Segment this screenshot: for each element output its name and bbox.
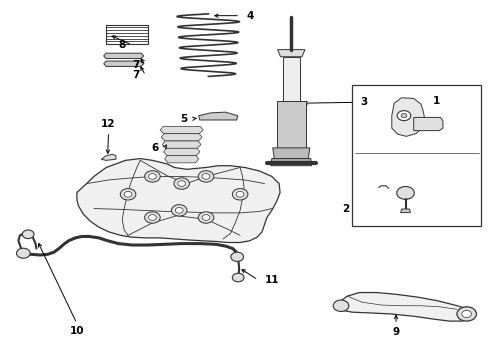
Circle shape: [231, 252, 244, 261]
Polygon shape: [283, 57, 300, 102]
Circle shape: [120, 189, 136, 200]
Polygon shape: [277, 102, 306, 148]
Bar: [106, 24, 147, 44]
Polygon shape: [414, 117, 443, 131]
Text: 10: 10: [70, 327, 84, 337]
Polygon shape: [401, 209, 411, 213]
Polygon shape: [77, 158, 280, 243]
Circle shape: [23, 230, 34, 239]
Circle shape: [397, 186, 415, 199]
Circle shape: [145, 171, 160, 182]
Circle shape: [175, 207, 183, 213]
Circle shape: [198, 171, 214, 182]
Polygon shape: [392, 98, 425, 136]
Circle shape: [148, 215, 156, 220]
Polygon shape: [164, 148, 200, 156]
Circle shape: [397, 111, 411, 121]
Circle shape: [17, 248, 30, 258]
Circle shape: [198, 212, 214, 223]
Text: 9: 9: [392, 327, 400, 337]
Circle shape: [202, 215, 210, 220]
Polygon shape: [199, 112, 238, 120]
Circle shape: [232, 189, 248, 200]
Text: 11: 11: [265, 275, 279, 285]
Circle shape: [124, 192, 132, 197]
Text: 12: 12: [100, 118, 115, 129]
Text: 7: 7: [132, 60, 140, 70]
Text: 7: 7: [132, 70, 140, 80]
Circle shape: [178, 181, 186, 186]
Circle shape: [236, 192, 244, 197]
Polygon shape: [165, 156, 198, 163]
Circle shape: [174, 178, 190, 189]
Polygon shape: [337, 293, 473, 321]
Text: 6: 6: [151, 143, 158, 153]
Text: 8: 8: [119, 40, 126, 50]
Circle shape: [172, 204, 187, 216]
Circle shape: [202, 174, 210, 179]
Circle shape: [401, 113, 407, 118]
Circle shape: [148, 174, 156, 179]
Text: 4: 4: [246, 11, 254, 21]
Polygon shape: [161, 134, 202, 141]
Text: 2: 2: [342, 203, 349, 213]
Text: 5: 5: [180, 113, 188, 123]
Circle shape: [232, 273, 244, 282]
Text: 3: 3: [361, 97, 368, 107]
Polygon shape: [104, 53, 144, 59]
Polygon shape: [271, 158, 312, 166]
Polygon shape: [101, 154, 116, 160]
Polygon shape: [278, 50, 305, 57]
Polygon shape: [104, 61, 144, 66]
Text: 1: 1: [433, 96, 440, 106]
Circle shape: [333, 300, 349, 311]
Polygon shape: [273, 148, 310, 158]
Polygon shape: [160, 126, 203, 134]
Circle shape: [145, 212, 160, 223]
Polygon shape: [162, 141, 201, 148]
Bar: [352, 85, 481, 226]
Circle shape: [457, 307, 476, 321]
Circle shape: [462, 310, 471, 318]
